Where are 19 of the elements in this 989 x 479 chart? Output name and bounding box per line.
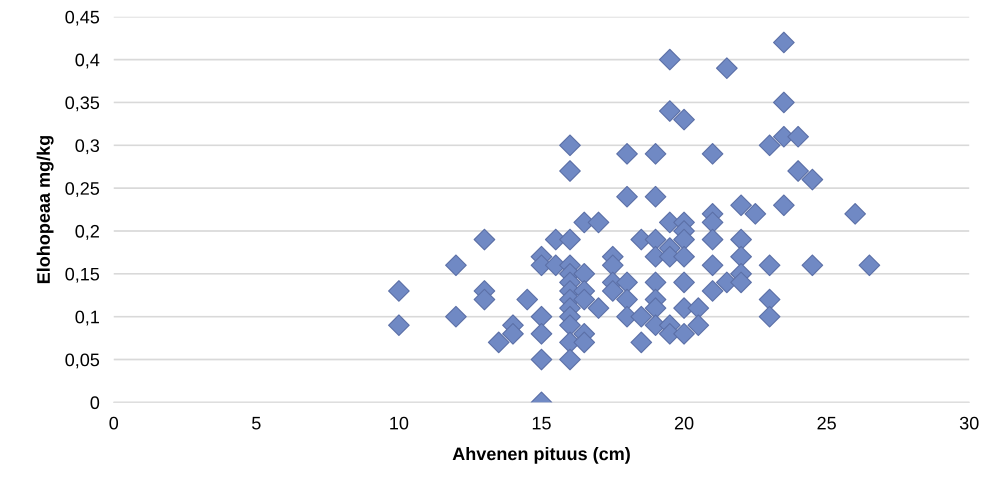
x-axis-title: Ahvenen pituus (cm) xyxy=(452,446,630,464)
x-tick-label: 0 xyxy=(109,416,118,430)
x-tick-label: 5 xyxy=(252,416,261,430)
y-tick-label: 0,05 xyxy=(65,353,100,368)
y-tick-label: 0 xyxy=(90,396,100,410)
x-tick-label: 10 xyxy=(390,416,408,430)
y-axis-title: Elohopeaa mg/kg xyxy=(36,136,54,284)
y-tick-label: 0,4 xyxy=(75,54,100,68)
x-tick-label: 15 xyxy=(532,416,551,430)
x-tick-label: 25 xyxy=(818,416,836,430)
y-tick-label: 0,35 xyxy=(65,96,100,112)
y-tick-label: 0,45 xyxy=(65,10,100,26)
y-tick-label: 0,1 xyxy=(75,310,99,326)
x-tick-label: 30 xyxy=(960,416,979,430)
y-tick-label: 0,3 xyxy=(75,139,100,154)
y-tick-label: 0,2 xyxy=(75,224,99,240)
y-tick-label: 0,25 xyxy=(65,182,100,197)
y-tick-label: 0,15 xyxy=(65,268,100,283)
x-tick-label: 20 xyxy=(674,416,694,430)
